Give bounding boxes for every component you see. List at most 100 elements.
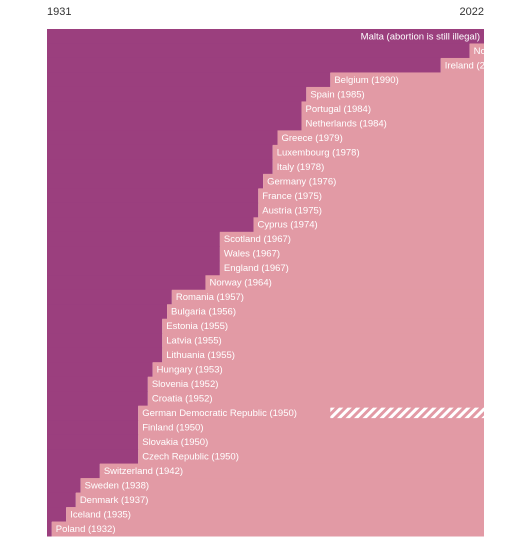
bar-after-legal	[263, 173, 484, 189]
bar-before-legal	[47, 101, 302, 117]
bar-after-legal	[147, 376, 484, 392]
bar-after-legal	[152, 362, 484, 378]
bar-before-legal	[47, 289, 172, 305]
bar-before-legal	[47, 159, 273, 175]
row-label: Belgium (1990)	[334, 75, 398, 86]
bar-before-legal	[47, 405, 139, 421]
row-label: Switzerland (1942)	[104, 466, 183, 477]
bar-after-legal	[440, 57, 484, 73]
row-label: Malta (abortion is still illegal)	[361, 31, 480, 42]
row-label: Portugal (1984)	[306, 104, 371, 115]
row-label: England (1967)	[224, 263, 289, 274]
bar-before-legal	[47, 29, 484, 44]
bar-after-legal	[330, 72, 484, 88]
bar-after-legal	[162, 318, 484, 334]
bar-after-legal	[272, 159, 484, 175]
bar-after-legal	[162, 333, 484, 349]
bar-after-legal	[277, 130, 484, 146]
row-label: Ireland (2013)	[445, 60, 504, 71]
row-label: Hungary (1953)	[157, 365, 223, 376]
bar-before-legal	[47, 463, 100, 479]
bar-before-legal	[47, 333, 163, 349]
row-label: Croatia (1952)	[152, 394, 213, 405]
row-label: Northern Ireland (2019)	[474, 46, 522, 57]
bar-before-legal	[47, 449, 139, 465]
bar-after-legal	[80, 478, 484, 494]
bar-after-legal	[469, 43, 484, 59]
bar-after-legal	[219, 260, 484, 276]
row-label: Bulgaria (1956)	[171, 307, 236, 318]
bar-before-legal	[47, 130, 278, 146]
bar-before-legal	[47, 507, 67, 523]
bar-before-legal	[47, 376, 148, 392]
bar-before-legal	[47, 43, 470, 59]
bar-before-legal	[47, 72, 331, 88]
bar-before-legal	[47, 391, 148, 407]
bar-after-legal	[66, 507, 484, 523]
row-label: Romania (1957)	[176, 292, 244, 303]
bar-before-legal	[47, 115, 302, 131]
row-label: Luxembourg (1978)	[277, 147, 360, 158]
bar-after-legal	[205, 275, 484, 291]
bar-before-legal	[47, 231, 220, 247]
bar-before-legal	[47, 521, 52, 537]
row-label: Netherlands (1984)	[306, 118, 387, 129]
bar-before-legal	[47, 217, 254, 233]
row-label: Poland (1932)	[56, 524, 116, 535]
row-label: German Democratic Republic (1950)	[142, 408, 297, 419]
bar-after-legal	[272, 144, 484, 160]
bar-before-legal	[47, 347, 163, 363]
bar-after-legal	[138, 434, 484, 450]
bar-after-legal	[219, 246, 484, 262]
bar-after-legal	[75, 492, 485, 508]
bar-before-legal	[47, 144, 273, 160]
row-label: Norway (1964)	[209, 278, 271, 289]
row-label: Iceland (1935)	[70, 509, 131, 520]
row-label: Slovakia (1950)	[142, 437, 208, 448]
bar-before-legal	[47, 57, 441, 73]
row-label: France (1975)	[262, 191, 322, 202]
bar-before-legal	[47, 275, 206, 291]
bar-after-legal	[301, 101, 484, 117]
bar-after-legal	[147, 391, 484, 407]
bar-after-legal	[219, 231, 484, 247]
row-label: Lithuania (1955)	[166, 350, 235, 361]
bar-after-legal	[306, 86, 484, 102]
bar-before-legal	[47, 86, 307, 102]
bar-before-legal	[47, 318, 163, 334]
x-end-label: 2022	[460, 6, 484, 18]
row-label: Finland (1950)	[142, 423, 203, 434]
bar-before-legal	[47, 420, 139, 436]
bar-after-legal	[138, 420, 484, 436]
bar-before-legal	[47, 492, 76, 508]
row-label: Spain (1985)	[310, 89, 364, 100]
row-label: Sweden (1938)	[85, 480, 149, 491]
bar-before-legal	[47, 304, 168, 320]
bar-after-legal	[167, 304, 485, 320]
row-label: Cyprus (1974)	[257, 220, 317, 231]
bar-after-legal	[258, 202, 484, 218]
bar-before-legal	[47, 202, 259, 218]
bar-after-legal	[253, 217, 484, 233]
hatched-segment	[330, 407, 484, 419]
x-start-label: 1931	[47, 6, 71, 18]
row-label: Denmark (1937)	[80, 495, 149, 506]
row-label: Czech Republic (1950)	[142, 452, 239, 463]
row-label: Germany (1976)	[267, 176, 336, 187]
row-label: Latvia (1955)	[166, 336, 221, 347]
bar-before-legal	[47, 260, 220, 276]
row-label: Wales (1967)	[224, 249, 280, 260]
row-label: Greece (1979)	[282, 133, 343, 144]
row-label: Italy (1978)	[277, 162, 325, 173]
bar-after-legal	[51, 521, 485, 537]
bar-before-legal	[47, 188, 259, 204]
bar-before-legal	[47, 434, 139, 450]
bar-after-legal	[258, 188, 484, 204]
row-label: Slovenia (1952)	[152, 379, 219, 390]
row-label: Estonia (1955)	[166, 321, 228, 332]
bar-after-legal	[171, 289, 484, 305]
row-label: Austria (1975)	[262, 205, 322, 216]
bar-after-legal	[301, 115, 484, 131]
row-label: Scotland (1967)	[224, 234, 291, 245]
